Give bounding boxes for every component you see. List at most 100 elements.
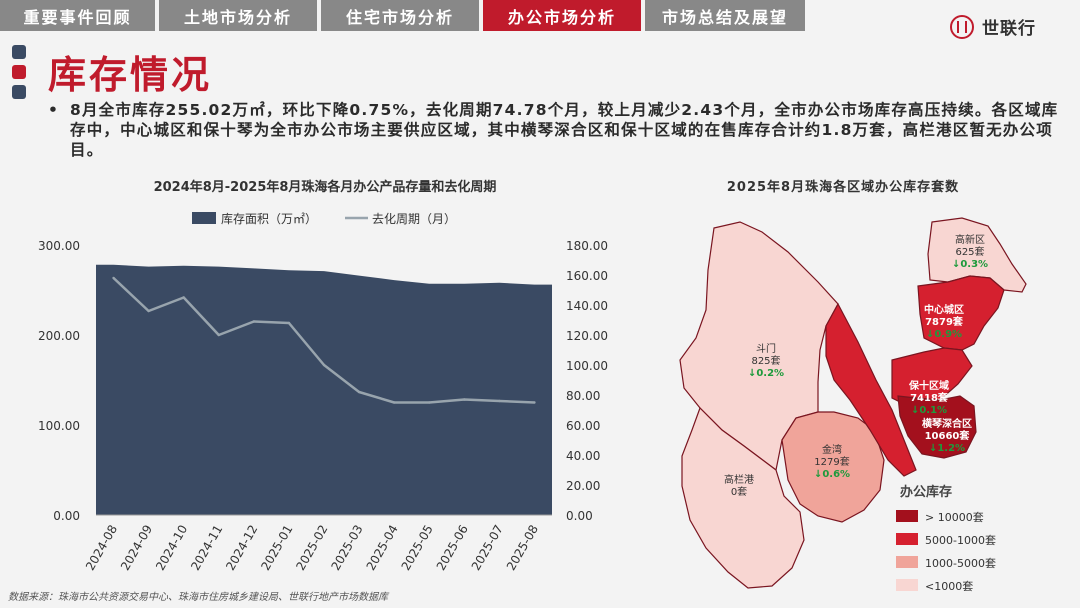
region-units-label: 0套 xyxy=(731,485,747,498)
x-tick-label: 2025-01 xyxy=(258,523,295,573)
map-legend-swatch xyxy=(896,579,918,591)
map-title: 2025年8月珠海各区域办公库存套数 xyxy=(727,179,959,195)
region-change-label: ↓0.6% xyxy=(814,469,850,480)
region-name-label: 中心城区 xyxy=(924,303,964,316)
map-legend-label: 5000-1000套 xyxy=(925,534,996,547)
cycle-point xyxy=(322,363,326,367)
cycle-point xyxy=(287,321,291,325)
y-right-tick-label: 20.00 xyxy=(566,479,600,493)
y-right-tick-label: 60.00 xyxy=(566,419,600,433)
region-name-label: 高栏港 xyxy=(724,473,754,486)
region-units-label: 7879套 xyxy=(925,315,964,328)
map-legend-swatch xyxy=(896,510,918,522)
y-right-tick-label: 80.00 xyxy=(566,389,600,403)
x-tick-label: 2024-08 xyxy=(83,523,120,573)
region-change-label: ↓1.2% xyxy=(929,443,965,454)
inventory-area xyxy=(96,264,552,515)
x-tick-label: 2025-07 xyxy=(469,523,506,573)
region-shape xyxy=(927,217,1027,293)
region-name-label: 横琴深合区 xyxy=(922,417,972,430)
region-change-label: ↓0.3% xyxy=(952,259,988,270)
region-name-label: 金湾 xyxy=(822,443,842,456)
source-note: 数据来源：珠海市公共资源交易中心、珠海市住房城乡建设局、世联行地产市场数据库 xyxy=(8,592,388,603)
decor-square-icon xyxy=(12,45,26,59)
decor-square-icon xyxy=(12,85,26,99)
page-title: 库存情况 xyxy=(48,53,213,97)
tab-summary-outlook[interactable]: 市场总结及展望 xyxy=(645,0,805,31)
summary-text: 8月全市库存255.02万㎡，环比下降0.75%，去化周期74.78个月，较上月… xyxy=(70,101,1059,159)
region-change-label: ↓0.9% xyxy=(926,329,962,340)
region-units-label: 825套 xyxy=(751,354,780,367)
region-change-label: ↓0.1% xyxy=(911,405,947,416)
x-tick-label: 2025-03 xyxy=(328,523,365,573)
title-decor xyxy=(12,45,26,105)
region-shape xyxy=(825,302,917,477)
nav-tabs: 重要事件回顾 土地市场分析 住宅市场分析 办公市场分析 市场总结及展望 xyxy=(0,0,1080,34)
region-units-label: 625套 xyxy=(955,245,984,258)
cycle-point xyxy=(428,401,431,404)
map-legend-label: 1000-5000套 xyxy=(925,557,996,570)
cycle-point xyxy=(217,333,220,337)
cycle-point xyxy=(533,401,536,404)
cycle-point xyxy=(498,399,501,403)
region-shape xyxy=(917,275,1005,351)
x-tick-label: 2024-10 xyxy=(153,523,190,573)
region-units-label: 10660套 xyxy=(925,429,971,442)
y-right-tick-label: 140.00 xyxy=(566,299,608,313)
x-tick-label: 2024-12 xyxy=(223,523,260,573)
tab-land-market[interactable]: 土地市场分析 xyxy=(159,0,317,31)
region-name-label: 高新区 xyxy=(955,233,985,246)
brand-logo: 世联行 xyxy=(950,14,1036,39)
y-left-tick-label: 0.00 xyxy=(53,509,80,523)
region-units-label: 1279套 xyxy=(814,455,849,468)
cycle-point xyxy=(252,320,256,323)
y-right-tick-label: 180.00 xyxy=(566,239,608,253)
y-left-tick-label: 200.00 xyxy=(38,329,80,343)
region-name-label: 斗门 xyxy=(756,342,776,355)
logo-text: 世联行 xyxy=(982,19,1036,39)
x-tick-label: 2025-08 xyxy=(504,523,541,573)
map-legend-label: > 10000套 xyxy=(925,511,984,524)
cycle-point xyxy=(112,276,115,280)
logo-mark-icon xyxy=(950,14,974,39)
y-right-tick-label: 120.00 xyxy=(566,329,608,343)
y-right-tick-label: 160.00 xyxy=(566,269,608,283)
tab-key-events[interactable]: 重要事件回顾 xyxy=(0,0,155,31)
decor-square-icon xyxy=(12,65,26,79)
region-change-label: ↓0.2% xyxy=(748,368,784,379)
legend-label-cycle: 去化周期（月） xyxy=(372,212,456,226)
region-name-label: 保十区域 xyxy=(908,379,949,392)
region-units-label: 7418套 xyxy=(910,391,949,404)
cycle-point xyxy=(463,398,466,401)
y-right-tick-label: 40.00 xyxy=(566,449,600,463)
x-tick-label: 2025-06 xyxy=(434,523,471,573)
legend-swatch-inventory xyxy=(192,212,216,224)
tab-residential-market[interactable]: 住宅市场分析 xyxy=(321,0,479,31)
region-shape xyxy=(681,406,805,589)
y-right-tick-label: 0.00 xyxy=(566,509,593,523)
y-left-tick-label: 100.00 xyxy=(38,419,80,433)
cycle-point xyxy=(147,309,150,313)
chart-title: 2024年8月-2025年8月珠海各月办公产品存量和去化周期 xyxy=(154,179,497,195)
x-tick-label: 2025-05 xyxy=(399,523,436,573)
cycle-point xyxy=(357,390,361,394)
map-legend-title: 办公库存 xyxy=(900,484,952,500)
x-tick-label: 2025-04 xyxy=(364,523,401,573)
cycle-point xyxy=(392,401,396,404)
bullet-dot-icon: • xyxy=(48,101,60,119)
region-shape xyxy=(897,395,977,459)
legend-label-inventory: 库存面积（万㎡） xyxy=(221,211,317,226)
map-legend-swatch xyxy=(896,533,918,545)
summary-bullet: • 8月全市库存255.02万㎡，环比下降0.75%，去化周期74.78个月，较… xyxy=(48,100,1062,160)
y-left-tick-label: 300.00 xyxy=(38,239,80,253)
cycle-point xyxy=(182,296,185,299)
x-tick-label: 2024-11 xyxy=(188,523,225,573)
tab-office-market[interactable]: 办公市场分析 xyxy=(483,0,641,31)
x-tick-label: 2025-02 xyxy=(293,523,330,573)
y-right-tick-label: 100.00 xyxy=(566,359,608,373)
map-legend-label: <1000套 xyxy=(925,580,973,593)
region-shape xyxy=(781,411,885,523)
x-tick-label: 2024-09 xyxy=(118,523,155,573)
map-legend-swatch xyxy=(896,556,918,568)
